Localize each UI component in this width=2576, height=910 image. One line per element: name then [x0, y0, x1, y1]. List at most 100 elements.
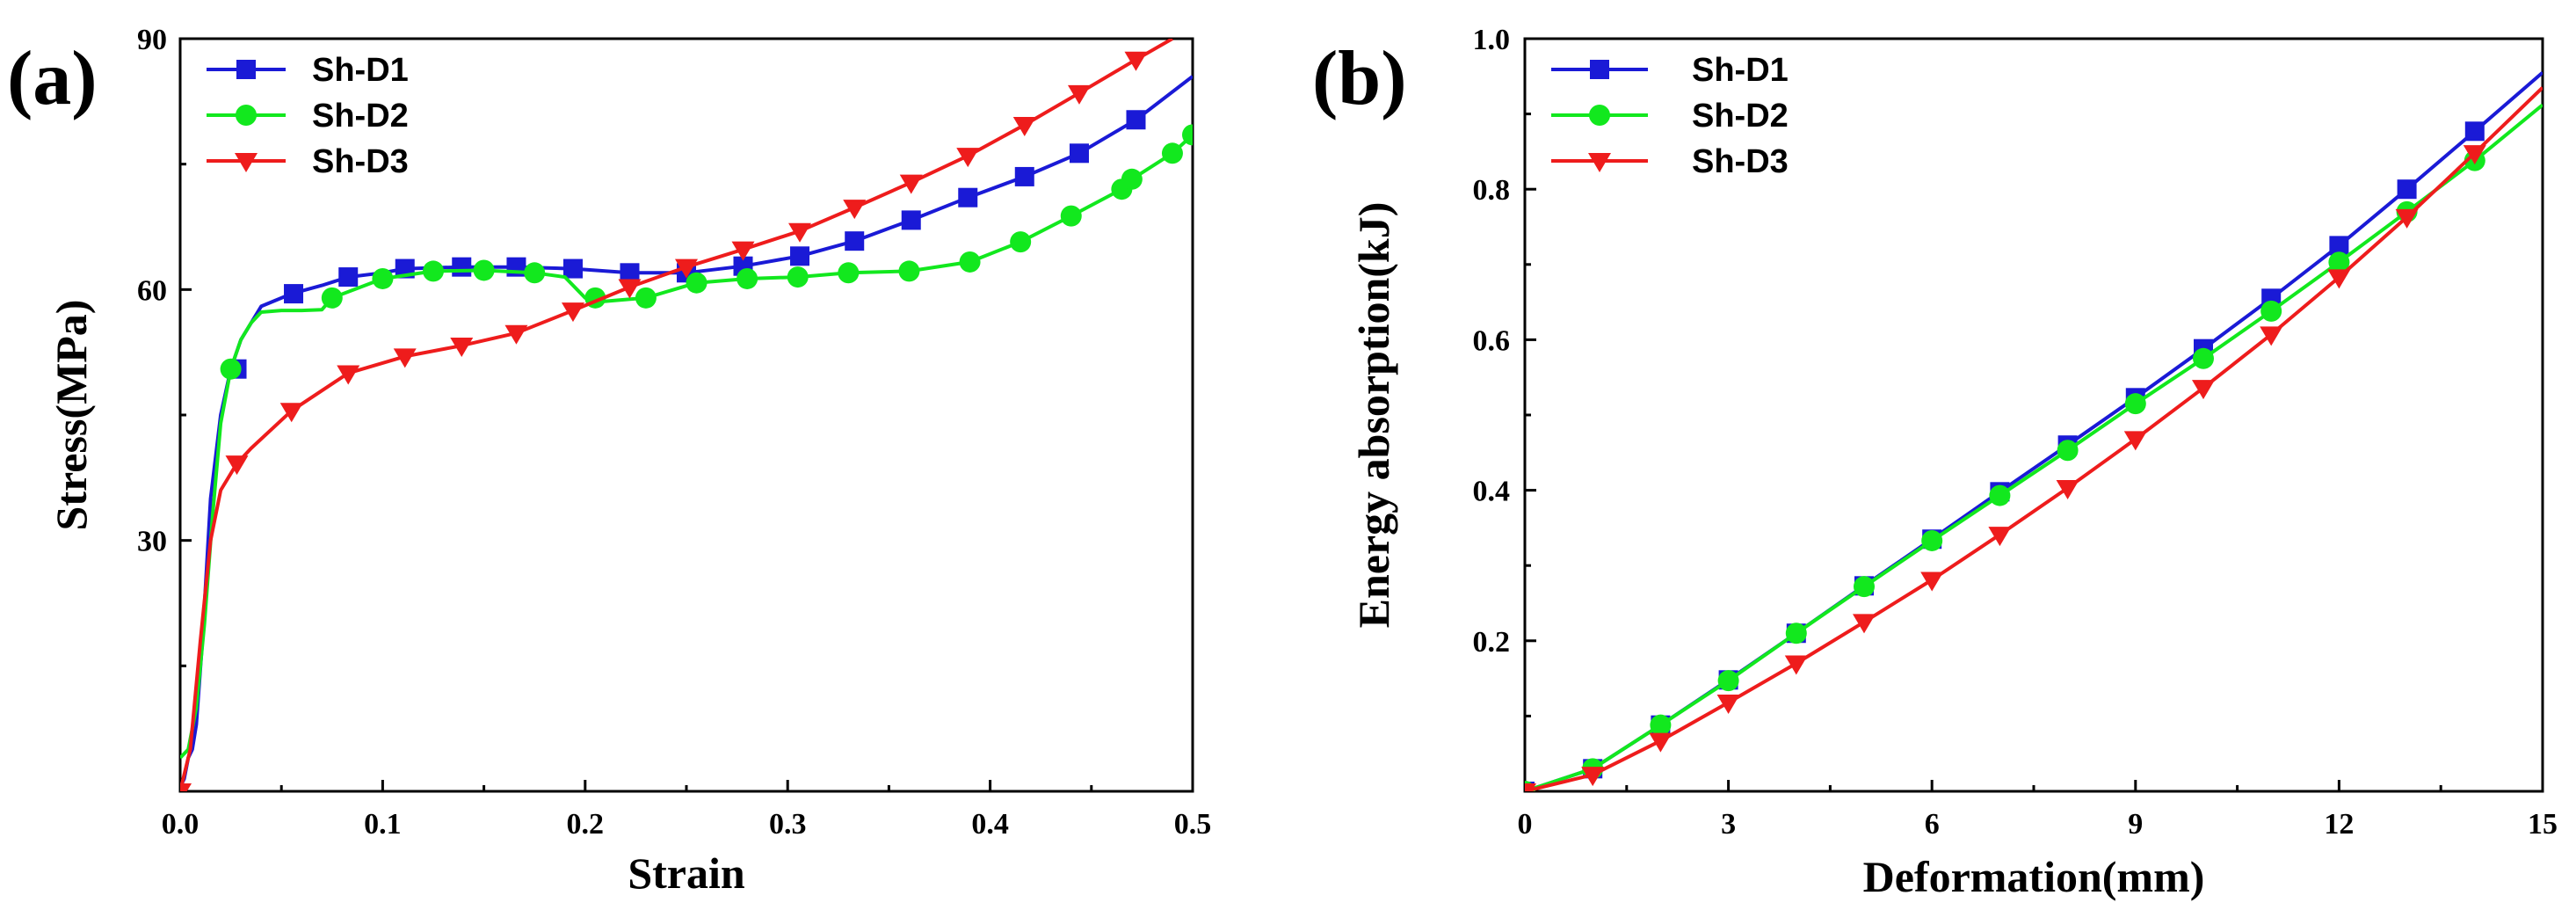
panel-a-x-tick-label: 0.0: [162, 808, 200, 841]
panel-a-label: (a): [7, 36, 98, 121]
panel-a-data-point-sh-d2: [1010, 231, 1032, 253]
panel-a-data-point-sh-d1: [845, 231, 865, 251]
panel-a-data-point-sh-d3: [899, 174, 923, 194]
panel-a-data-point-sh-d2: [1161, 142, 1183, 164]
panel-b-data-point-sh-d2: [1650, 714, 1672, 736]
panel-a-data-point-sh-d3: [337, 365, 360, 385]
panel-b-legend: Sh-D1 Sh-D2 Sh-D3: [1551, 52, 1789, 180]
panel-b-data-point-sh-d1: [2464, 121, 2485, 142]
panel-b-y-tick-label: 1.0: [1473, 24, 1511, 56]
panel-b-data-point-sh-d2: [2124, 393, 2146, 415]
panel-b-x-tick-label: 15: [2528, 808, 2558, 841]
panel-a-data-point-sh-d2: [898, 260, 920, 282]
panel-b-data-point-sh-d3: [2260, 326, 2283, 346]
panel-a-data-point-sh-d3: [279, 403, 303, 423]
panel-b-data-point-sh-d3: [2463, 145, 2486, 165]
panel-b-y-tick-label: 0.4: [1473, 476, 1511, 508]
panel-a-series-line-sh-d2: [180, 133, 1193, 760]
panel-b-data-point-sh-d3: [2123, 431, 2147, 451]
panel-a-data-point-sh-d3: [956, 148, 980, 168]
panel-a-data-point-sh-d2: [787, 266, 809, 288]
panel-b-series-line-sh-d3: [1525, 86, 2543, 791]
panel-a-x-tick-label: 0.5: [1174, 808, 1212, 841]
panel-a-data-point-sh-d2: [635, 287, 657, 309]
panel-b-data-point-sh-d3: [1988, 527, 2012, 547]
panel-a-data-point-sh-d2: [220, 358, 242, 380]
panel-b-series-line-sh-d2: [1525, 103, 2543, 791]
panel-b-x-tick-label: 3: [1721, 808, 1736, 841]
panel-a-data-point-sh-d3: [1124, 51, 1148, 71]
panel-a-data-point-sh-d1: [620, 263, 640, 283]
panel-a-data-point-sh-d1: [958, 187, 978, 207]
panel-b-data-point-sh-d2: [2193, 347, 2214, 369]
panel-a-legend-marker-sh-d1: [236, 60, 256, 79]
panel-a-data-point-sh-d2: [321, 287, 343, 309]
panel-a-series: [180, 39, 1193, 791]
panel-b-legend-label-sh-d3: Sh-D3: [1692, 143, 1789, 180]
panel-b-data-point-sh-d3: [1784, 655, 1808, 675]
panel-b-data-point-sh-d3: [2056, 480, 2079, 500]
panel-a-data-point-sh-d2: [838, 262, 860, 284]
panel-b-x-tick-label: 9: [2128, 808, 2143, 841]
panel-b-data-point-sh-d2: [2260, 300, 2282, 322]
panel-b-series-line-sh-d1: [1525, 70, 2543, 791]
panel-a-data-point-sh-d2: [959, 251, 981, 273]
panel-b-plot-frame: [1523, 37, 2544, 793]
panel-a-legend: Sh-D1 Sh-D2 Sh-D3: [207, 52, 409, 180]
panel-b-data-point-sh-d3: [1649, 732, 1673, 753]
panel-a-legend-marker-sh-d3: [235, 153, 258, 172]
panel-a-data-point-sh-d3: [1067, 84, 1091, 105]
panel-a-data-point-sh-d3: [618, 279, 642, 299]
panel-a-data-point-sh-d3: [843, 200, 867, 220]
panel-b-data-point-sh-d2: [2328, 251, 2350, 273]
panel-b-data-point-sh-d3: [1853, 614, 1876, 634]
panel-a-data-point-sh-d1: [562, 258, 583, 279]
panel-a-data-point-sh-d3: [225, 455, 249, 476]
panel-a-data-point-sh-d1: [452, 257, 472, 277]
panel-a-data-point-sh-d3: [504, 324, 528, 345]
panel-a-x-tick-label: 0.1: [364, 808, 402, 841]
panel-b-legend-label-sh-d2: Sh-D2: [1692, 98, 1789, 135]
panel-b-data-point-sh-d2: [1854, 576, 1875, 598]
panel-b-data-point-sh-d3: [2327, 269, 2351, 289]
panel-a-data-point-sh-d3: [393, 348, 417, 368]
panel-a-x-tick-label: 0.2: [567, 808, 605, 841]
panel-a-data-point-sh-d3: [450, 338, 474, 358]
panel-a-data-point-sh-d1: [1014, 166, 1034, 186]
panel-a-data-point-sh-d2: [686, 272, 707, 294]
panel-a-legend-label-sh-d3: Sh-D3: [312, 143, 409, 180]
panel-b-data-point-sh-d1: [2329, 236, 2349, 256]
panel-b-energy-absorption: (b) 0 3 6 9 12 150.20.40.60.81.0 Sh-D1Sh-D2Sh…: [1312, 24, 2558, 901]
panel-b-data-point-sh-d3: [1581, 767, 1605, 787]
panel-a-data-point-sh-d1: [338, 267, 359, 288]
panel-b-legend-label-sh-d1: Sh-D1: [1692, 52, 1789, 89]
panel-b-series: [1525, 70, 2543, 791]
panel-b-data-point-sh-d3: [1716, 694, 1740, 714]
panel-b-data-point-sh-d3: [1920, 571, 1944, 592]
panel-a-data-point-sh-d1: [284, 284, 304, 304]
panel-b-y-axis-title: Energy absorption(kJ): [1349, 202, 1398, 629]
panel-a-data-point-sh-d2: [423, 260, 444, 282]
panel-b-legend-marker-sh-d1: [1590, 60, 1609, 79]
panel-a-data-point-sh-d2: [473, 259, 495, 281]
panel-a-ticks: 0.0 0.1 0.2 0.3 0.4 0.5 30 60 90: [137, 24, 1211, 841]
panel-a-data-point-sh-d2: [737, 267, 758, 289]
panel-b-data-point-sh-d3: [1525, 783, 1536, 791]
panel-a-data-point-sh-d2: [1121, 168, 1143, 190]
panel-a-data-point-sh-d1: [1069, 143, 1089, 164]
panel-b-x-tick-label: 0: [1518, 808, 1533, 841]
panel-a-y-tick-label: 30: [137, 526, 167, 558]
panel-a-series-line-sh-d1: [180, 75, 1193, 789]
panel-a-data-point-sh-d2: [524, 262, 546, 284]
panel-b-data-point-sh-d2: [2057, 440, 2079, 462]
panel-b-legend-marker-sh-d3: [1588, 153, 1611, 172]
panel-a-data-point-sh-d1: [901, 210, 921, 230]
panel-a-legend-marker-sh-d2: [236, 105, 257, 126]
panel-a-data-point-sh-d2: [372, 267, 394, 289]
panel-a-x-tick-label: 0.3: [769, 808, 807, 841]
panel-a-data-point-sh-d1: [1126, 110, 1146, 130]
panel-b-legend-marker-sh-d2: [1589, 105, 1610, 126]
panel-b-x-axis-title: Deformation(mm): [1863, 852, 2205, 901]
